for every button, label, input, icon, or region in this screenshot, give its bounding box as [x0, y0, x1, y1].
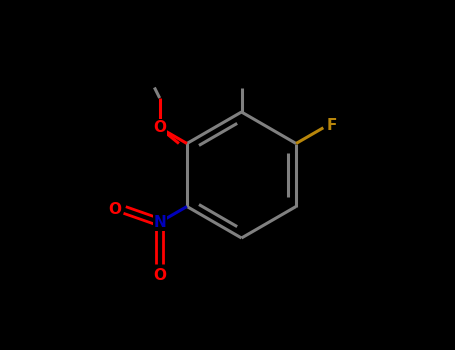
Text: O: O: [153, 120, 166, 135]
Text: F: F: [327, 119, 337, 133]
Text: O: O: [108, 203, 121, 217]
Text: N: N: [153, 215, 166, 230]
Text: O: O: [153, 268, 166, 283]
